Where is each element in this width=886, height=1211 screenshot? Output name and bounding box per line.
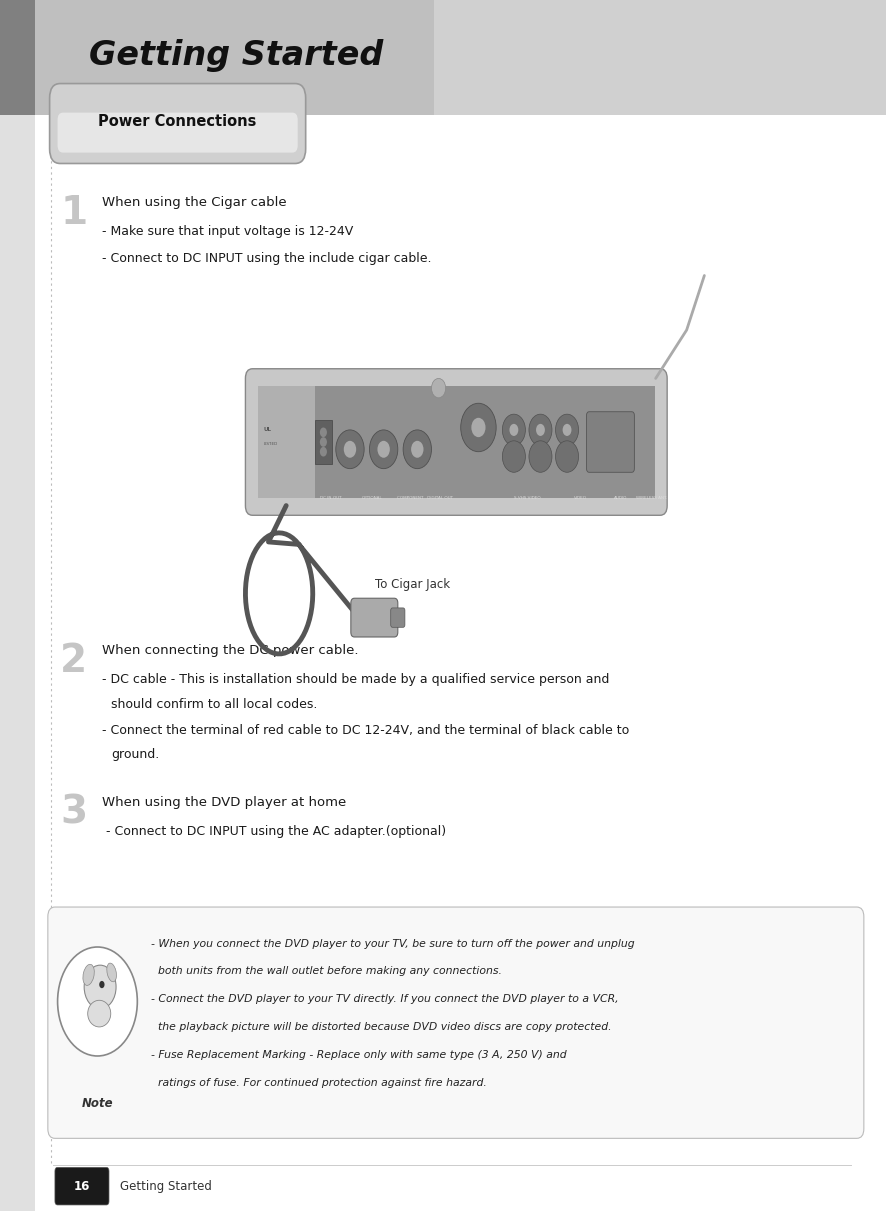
FancyBboxPatch shape bbox=[0, 115, 35, 1211]
Circle shape bbox=[431, 378, 446, 397]
Text: Getting Started: Getting Started bbox=[89, 39, 383, 71]
Text: AUDIO: AUDIO bbox=[613, 495, 627, 500]
Text: Power Connections: Power Connections bbox=[98, 114, 257, 128]
Text: - Connect the DVD player to your TV directly. If you connect the DVD player to a: - Connect the DVD player to your TV dire… bbox=[151, 994, 618, 1004]
Circle shape bbox=[320, 447, 327, 457]
Text: S-VHS VIDEO: S-VHS VIDEO bbox=[514, 495, 540, 500]
Text: 2: 2 bbox=[60, 642, 88, 679]
Circle shape bbox=[509, 424, 518, 436]
Circle shape bbox=[563, 424, 571, 436]
Text: - DC cable - This is installation should be made by a qualified service person a: - DC cable - This is installation should… bbox=[102, 673, 610, 687]
Text: VIDEO: VIDEO bbox=[574, 495, 587, 500]
FancyBboxPatch shape bbox=[391, 608, 405, 627]
Circle shape bbox=[336, 430, 364, 469]
Ellipse shape bbox=[88, 1000, 111, 1027]
Text: ground.: ground. bbox=[111, 748, 159, 762]
Circle shape bbox=[556, 414, 579, 446]
FancyBboxPatch shape bbox=[258, 385, 655, 499]
Circle shape bbox=[502, 414, 525, 446]
Text: DC IN-OUT: DC IN-OUT bbox=[320, 495, 341, 500]
Circle shape bbox=[556, 441, 579, 472]
Ellipse shape bbox=[107, 963, 116, 982]
Circle shape bbox=[58, 947, 137, 1056]
Circle shape bbox=[320, 427, 327, 437]
FancyBboxPatch shape bbox=[50, 84, 306, 163]
Text: OPTIONAL: OPTIONAL bbox=[361, 495, 383, 500]
FancyBboxPatch shape bbox=[55, 1167, 109, 1205]
Circle shape bbox=[411, 441, 424, 458]
Text: - When you connect the DVD player to your TV, be sure to turn off the power and : - When you connect the DVD player to you… bbox=[151, 939, 634, 948]
Text: Note: Note bbox=[82, 1097, 113, 1110]
FancyBboxPatch shape bbox=[48, 907, 864, 1138]
Circle shape bbox=[529, 414, 552, 446]
Circle shape bbox=[320, 437, 327, 447]
Text: ratings of fuse. For continued protection against fire hazard.: ratings of fuse. For continued protectio… bbox=[151, 1078, 486, 1087]
Text: - Connect to DC INPUT using the include cigar cable.: - Connect to DC INPUT using the include … bbox=[102, 252, 431, 265]
FancyBboxPatch shape bbox=[0, 0, 886, 115]
Text: Getting Started: Getting Started bbox=[120, 1180, 212, 1193]
Circle shape bbox=[502, 441, 525, 472]
FancyBboxPatch shape bbox=[315, 420, 332, 464]
Text: UL: UL bbox=[263, 427, 271, 432]
Text: To Cigar Jack: To Cigar Jack bbox=[375, 578, 450, 591]
Text: both units from the wall outlet before making any connections.: both units from the wall outlet before m… bbox=[151, 966, 501, 976]
Text: - Fuse Replacement Marking - Replace only with same type (3 A, 250 V) and: - Fuse Replacement Marking - Replace onl… bbox=[151, 1050, 566, 1060]
FancyBboxPatch shape bbox=[245, 368, 667, 516]
Text: When using the Cigar cable: When using the Cigar cable bbox=[102, 196, 286, 210]
Text: the playback picture will be distorted because DVD video discs are copy protecte: the playback picture will be distorted b… bbox=[151, 1022, 611, 1032]
FancyBboxPatch shape bbox=[35, 0, 434, 115]
FancyBboxPatch shape bbox=[587, 412, 634, 472]
FancyBboxPatch shape bbox=[258, 385, 315, 499]
Text: - Make sure that input voltage is 12-24V: - Make sure that input voltage is 12-24V bbox=[102, 225, 354, 239]
Text: 16: 16 bbox=[74, 1180, 90, 1193]
Text: When using the DVD player at home: When using the DVD player at home bbox=[102, 796, 346, 809]
Text: COMPONENT   DIGITAL OUT: COMPONENT DIGITAL OUT bbox=[397, 495, 454, 500]
Text: 3: 3 bbox=[60, 793, 88, 831]
Text: LISTED: LISTED bbox=[263, 442, 277, 447]
Circle shape bbox=[461, 403, 496, 452]
Text: When connecting the DC power cable.: When connecting the DC power cable. bbox=[102, 644, 359, 658]
Circle shape bbox=[84, 965, 116, 1009]
Text: - Connect the terminal of red cable to DC 12-24V, and the terminal of black cabl: - Connect the terminal of red cable to D… bbox=[102, 724, 629, 737]
Circle shape bbox=[529, 441, 552, 472]
Circle shape bbox=[99, 981, 105, 988]
Circle shape bbox=[344, 441, 356, 458]
Text: 1: 1 bbox=[60, 194, 88, 231]
Circle shape bbox=[536, 424, 545, 436]
Circle shape bbox=[403, 430, 431, 469]
Circle shape bbox=[471, 418, 486, 437]
FancyBboxPatch shape bbox=[58, 113, 298, 153]
Text: should confirm to all local codes.: should confirm to all local codes. bbox=[111, 698, 317, 711]
Circle shape bbox=[377, 441, 390, 458]
FancyBboxPatch shape bbox=[0, 0, 35, 115]
Circle shape bbox=[369, 430, 398, 469]
Text: WIRELESS ANT.: WIRELESS ANT. bbox=[635, 495, 667, 500]
Text: - Connect to DC INPUT using the AC adapter.(optional): - Connect to DC INPUT using the AC adapt… bbox=[102, 825, 446, 838]
Ellipse shape bbox=[83, 964, 94, 986]
FancyBboxPatch shape bbox=[351, 598, 398, 637]
